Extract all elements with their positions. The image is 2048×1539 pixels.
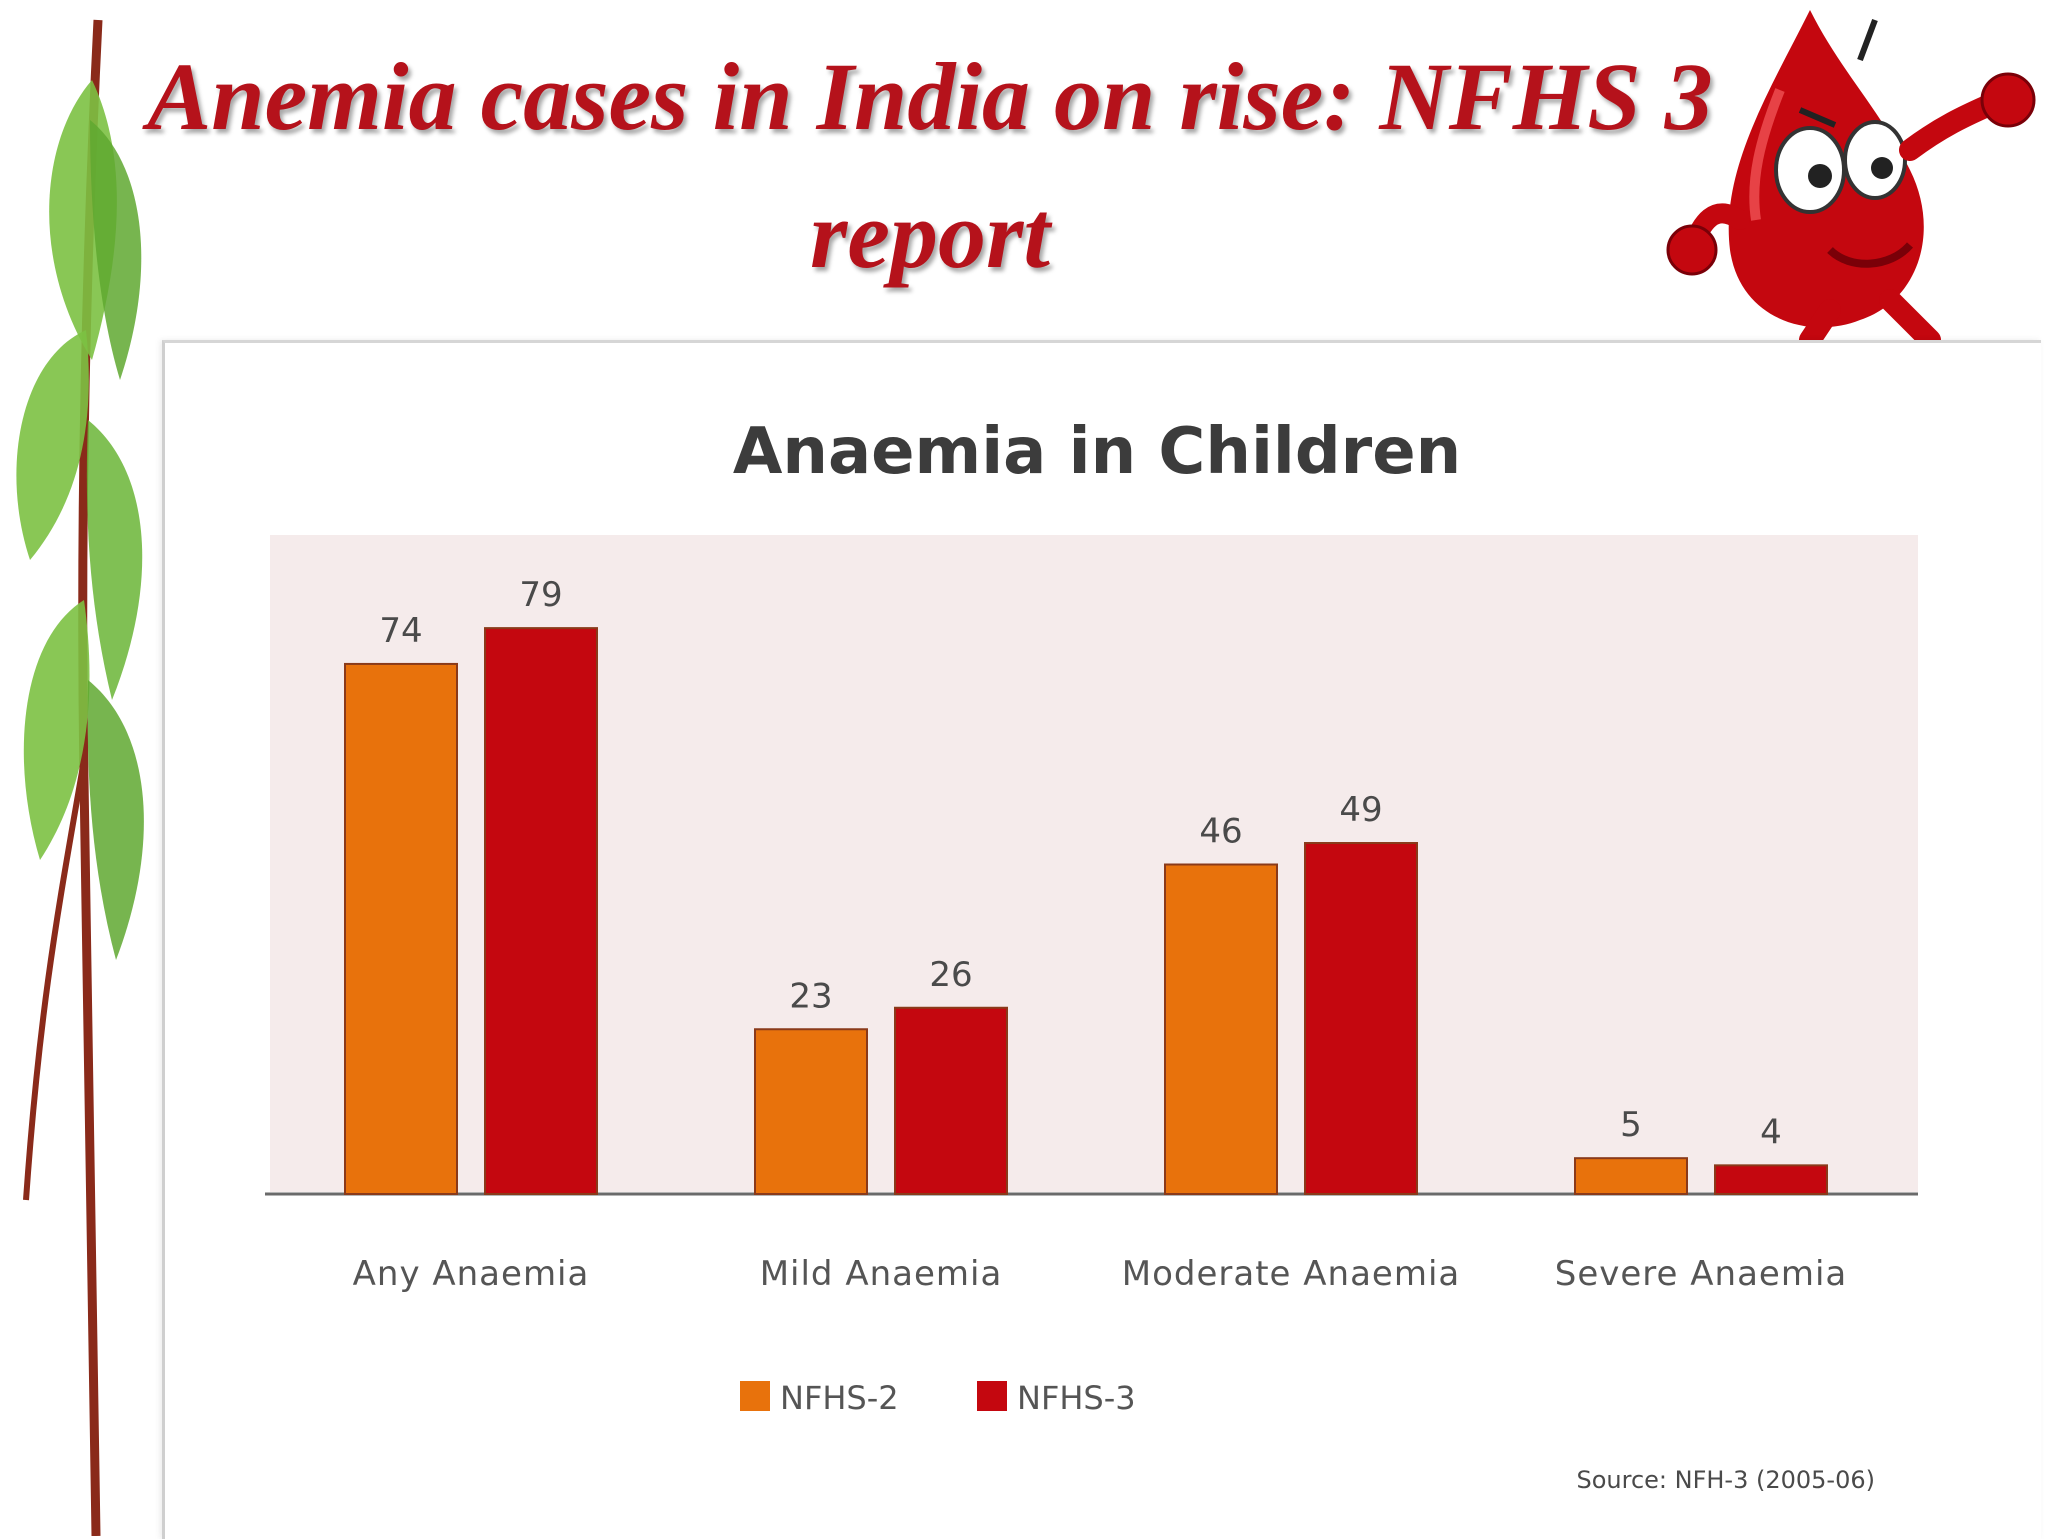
chart-panel: Anaemia in Children 74 79 23 26 46 49 5 4 Any A… [162,340,2041,1539]
legend-swatch-nfhs-2 [740,1381,770,1411]
legend-label-nfhs-2: NFHS-2 [780,1379,899,1417]
value-label-nfhs-2-3: 5 [1620,1105,1642,1145]
chart-title: Anaemia in Children [733,415,1461,489]
value-label-nfhs-3-0: 79 [519,575,562,615]
category-label-1: Mild Anaemia [760,1254,1003,1294]
slide-title-line-1: Anemia cases in India on rise: NFHS 3 [147,43,1713,150]
slide-title: Anemia cases in India on rise: NFHS 3 re… [60,28,1800,304]
value-label-nfhs-3-1: 26 [929,955,972,995]
source-note: Source: NFH-3 (2005-06) [1576,1466,1875,1494]
bar-nfhs-2-0 [344,662,458,1196]
value-label-nfhs-2-1: 23 [789,976,832,1016]
value-label-nfhs-3-3: 4 [1760,1112,1782,1152]
bar-nfhs-3-0 [484,627,598,1195]
category-labels-group: Any Anaemia Mild Anaemia Moderate Anaemia S… [353,1254,1847,1294]
blood-drop-mascot-icon [1666,10,2036,340]
category-label-2: Moderate Anaemia [1122,1254,1460,1294]
bar-nfhs-2-1 [754,1028,868,1195]
value-label-nfhs-2-0: 74 [379,611,422,651]
bars-group [344,627,1828,1196]
bar-nfhs-3-3 [1714,1164,1828,1196]
value-label-nfhs-2-2: 46 [1199,812,1242,852]
value-label-nfhs-3-2: 49 [1339,790,1382,830]
category-label-0: Any Anaemia [353,1254,590,1294]
bar-nfhs-2-3 [1574,1157,1688,1195]
bar-nfhs-3-1 [894,1006,1008,1195]
legend-label-nfhs-3: NFHS-3 [1017,1379,1136,1417]
bar-chart: Anaemia in Children 74 79 23 26 46 49 5 4 Any A… [265,415,1918,1494]
slide-title-line-2: report [810,181,1050,288]
value-labels-group: 74 79 23 26 46 49 5 4 [379,575,1781,1152]
legend-swatch-nfhs-3 [977,1381,1007,1411]
category-label-3: Severe Anaemia [1555,1254,1847,1294]
bar-nfhs-2-2 [1164,863,1278,1195]
plant-decoration-icon [16,19,144,1536]
legend: NFHS-2 NFHS-3 [740,1379,1136,1417]
bar-nfhs-3-2 [1304,842,1418,1195]
